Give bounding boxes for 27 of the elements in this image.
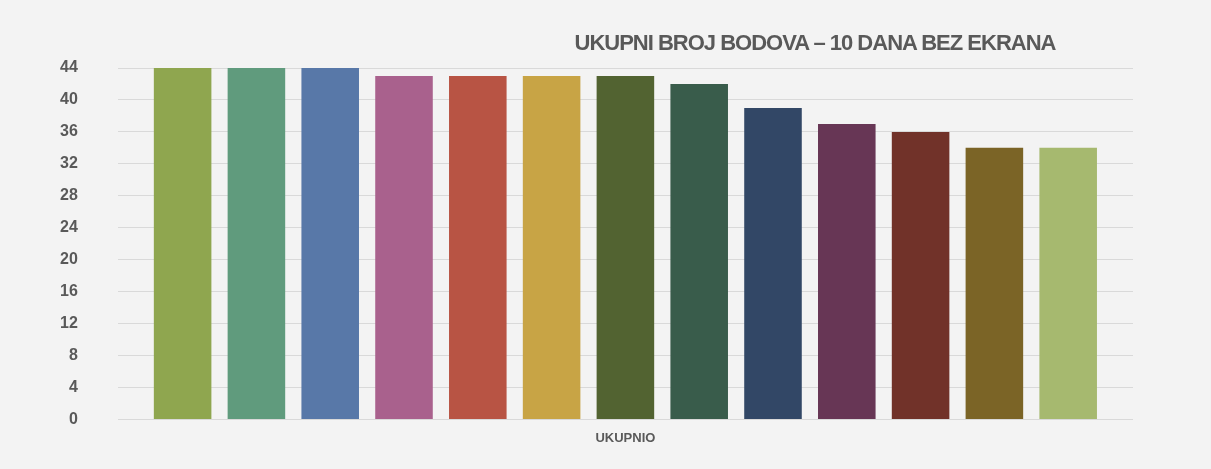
bar	[596, 75, 655, 419]
x-tick-label: UKUPNIO	[595, 429, 656, 445]
bar	[227, 68, 286, 419]
y-tick-label: 20	[60, 250, 78, 268]
bar	[744, 107, 802, 419]
y-tick-label: 36	[60, 122, 78, 140]
bar	[818, 123, 876, 419]
bar	[153, 68, 212, 419]
bar	[891, 131, 950, 419]
bar	[522, 75, 581, 419]
y-tick-label: 12	[60, 313, 78, 331]
y-tick-label: 28	[60, 186, 78, 204]
y-tick-label: 40	[60, 90, 78, 108]
chart-title: UKUPNI BROJ BODOVA – 10 DANA BEZ EKRANA	[573, 30, 1057, 56]
y-tick-label: 32	[60, 154, 78, 172]
y-tick-label: 8	[68, 345, 78, 363]
y-tick-label: 16	[60, 282, 78, 300]
bar	[301, 68, 359, 419]
y-tick-label: 24	[60, 218, 78, 236]
bar	[965, 147, 1024, 419]
y-tick-label: 4	[68, 377, 78, 395]
y-tick-label: 44	[60, 58, 78, 76]
y-tick-label: 0	[68, 409, 78, 427]
bar	[449, 75, 507, 419]
bar	[1039, 147, 1097, 419]
bar	[375, 75, 433, 419]
bar	[670, 83, 728, 419]
